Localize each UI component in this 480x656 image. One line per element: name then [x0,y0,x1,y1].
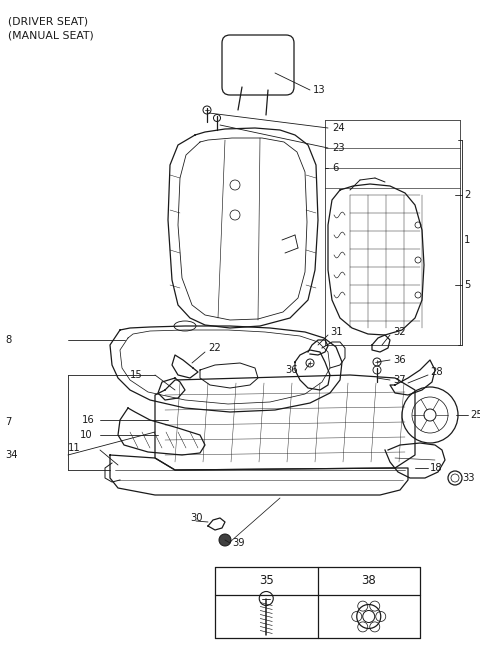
Text: 22: 22 [208,343,221,353]
Text: 33: 33 [462,473,475,483]
Text: 35: 35 [259,575,274,588]
Text: 10: 10 [80,430,93,440]
Text: 28: 28 [430,367,443,377]
Text: 5: 5 [464,280,470,290]
Text: 15: 15 [130,370,143,380]
Text: 24: 24 [332,123,345,133]
Text: 34: 34 [5,450,17,460]
Text: 30: 30 [190,513,203,523]
Text: 6: 6 [332,163,338,173]
Text: 1: 1 [464,235,470,245]
Text: 2: 2 [464,190,470,200]
Text: 25: 25 [470,410,480,420]
Text: 37: 37 [393,375,406,385]
Text: 32: 32 [393,327,406,337]
Text: 13: 13 [313,85,325,95]
Text: 39: 39 [232,538,245,548]
Text: 11: 11 [68,443,81,453]
Text: 7: 7 [5,417,12,427]
Text: 36: 36 [393,355,406,365]
Text: 16: 16 [82,415,95,425]
Text: (DRIVER SEAT): (DRIVER SEAT) [8,16,88,26]
Text: (MANUAL SEAT): (MANUAL SEAT) [8,30,94,40]
Text: 38: 38 [361,575,376,588]
Text: 18: 18 [430,463,443,473]
Text: 23: 23 [332,143,345,153]
Text: 31: 31 [330,327,343,337]
Text: 8: 8 [5,335,11,345]
Text: 36: 36 [285,365,298,375]
Circle shape [219,534,231,546]
